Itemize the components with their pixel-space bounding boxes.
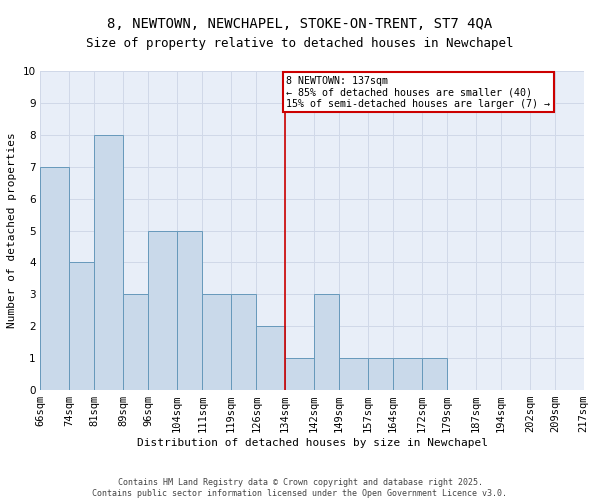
Text: Size of property relative to detached houses in Newchapel: Size of property relative to detached ho… — [86, 38, 514, 51]
Bar — [339, 358, 368, 390]
Bar — [40, 166, 69, 390]
Text: 8 NEWTOWN: 137sqm
← 85% of detached houses are smaller (40)
15% of semi-detached: 8 NEWTOWN: 137sqm ← 85% of detached hous… — [286, 76, 550, 109]
Bar — [177, 230, 202, 390]
Bar — [231, 294, 256, 390]
Bar — [393, 358, 422, 390]
Y-axis label: Number of detached properties: Number of detached properties — [7, 132, 17, 328]
Text: 8, NEWTOWN, NEWCHAPEL, STOKE-ON-TRENT, ST7 4QA: 8, NEWTOWN, NEWCHAPEL, STOKE-ON-TRENT, S… — [107, 18, 493, 32]
Bar — [148, 230, 177, 390]
Bar — [202, 294, 231, 390]
Bar — [314, 294, 339, 390]
Text: Contains HM Land Registry data © Crown copyright and database right 2025.
Contai: Contains HM Land Registry data © Crown c… — [92, 478, 508, 498]
Bar — [94, 135, 123, 390]
Bar — [123, 294, 148, 390]
Bar — [285, 358, 314, 390]
X-axis label: Distribution of detached houses by size in Newchapel: Distribution of detached houses by size … — [137, 438, 488, 448]
Bar — [69, 262, 94, 390]
Bar — [368, 358, 393, 390]
Bar — [422, 358, 447, 390]
Bar — [256, 326, 285, 390]
